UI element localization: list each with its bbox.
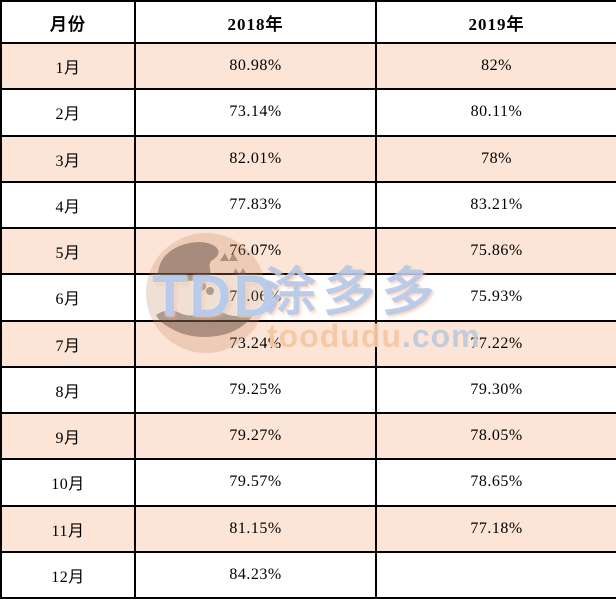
value-2018-cell: 78.06%: [134, 273, 377, 322]
value-2019-cell: 75.86%: [375, 226, 616, 276]
value-2019-cell: 75.93%: [375, 273, 616, 322]
month-cell: 6月: [0, 273, 136, 322]
value-2019-cell: 78.05%: [375, 411, 616, 461]
table-row: 9月 79.27% 78.05%: [0, 411, 616, 461]
month-cell: 8月: [0, 365, 136, 415]
value-2018-cell: 79.27%: [134, 411, 377, 461]
value-2019-cell: [375, 550, 616, 599]
table-row: 4月 77.83% 83.21%: [0, 180, 616, 230]
value-2019-cell: 77.22%: [375, 319, 616, 368]
month-cell: 3月: [0, 134, 136, 183]
header-row: 月份 2018年 2019年: [0, 0, 616, 44]
table-row: 7月 73.24% 77.22%: [0, 319, 616, 368]
value-2019-cell: 77.18%: [375, 504, 616, 553]
month-cell: 7月: [0, 319, 136, 368]
value-2019-cell: 80.11%: [375, 88, 616, 137]
month-cell: 2月: [0, 88, 136, 137]
month-cell: 5月: [0, 226, 136, 276]
column-header-month: 月份: [0, 0, 136, 44]
month-cell: 4月: [0, 180, 136, 230]
table-row: 3月 82.01% 78%: [0, 134, 616, 183]
month-cell: 12月: [0, 550, 136, 599]
month-cell: 10月: [0, 458, 136, 507]
value-2018-cell: 77.83%: [134, 180, 377, 230]
table-row: 1月 80.98% 82%: [0, 41, 616, 91]
column-header-2019: 2019年: [375, 0, 616, 44]
table-row: 12月 84.23%: [0, 550, 616, 599]
value-2019-cell: 79.30%: [375, 365, 616, 415]
value-2018-cell: 79.25%: [134, 365, 377, 415]
table-row: 5月 76.07% 75.86%: [0, 226, 616, 276]
month-cell: 9月: [0, 411, 136, 461]
value-2019-cell: 78%: [375, 134, 616, 183]
value-2018-cell: 81.15%: [134, 504, 377, 553]
value-2018-cell: 73.24%: [134, 319, 377, 368]
month-cell: 11月: [0, 504, 136, 553]
value-2018-cell: 73.14%: [134, 88, 377, 137]
table-row: 6月 78.06% 75.93%: [0, 273, 616, 322]
value-2018-cell: 82.01%: [134, 134, 377, 183]
value-2018-cell: 80.98%: [134, 41, 377, 91]
value-2018-cell: 84.23%: [134, 550, 377, 599]
value-2019-cell: 82%: [375, 41, 616, 91]
table-row: 11月 81.15% 77.18%: [0, 504, 616, 553]
table-row: 2月 73.14% 80.11%: [0, 88, 616, 137]
value-2019-cell: 83.21%: [375, 180, 616, 230]
table-row: 10月 79.57% 78.65%: [0, 458, 616, 507]
column-header-2018: 2018年: [134, 0, 377, 44]
value-2018-cell: 76.07%: [134, 226, 377, 276]
table-row: 8月 79.25% 79.30%: [0, 365, 616, 415]
month-cell: 1月: [0, 41, 136, 91]
value-2019-cell: 78.65%: [375, 458, 616, 507]
value-2018-cell: 79.57%: [134, 458, 377, 507]
